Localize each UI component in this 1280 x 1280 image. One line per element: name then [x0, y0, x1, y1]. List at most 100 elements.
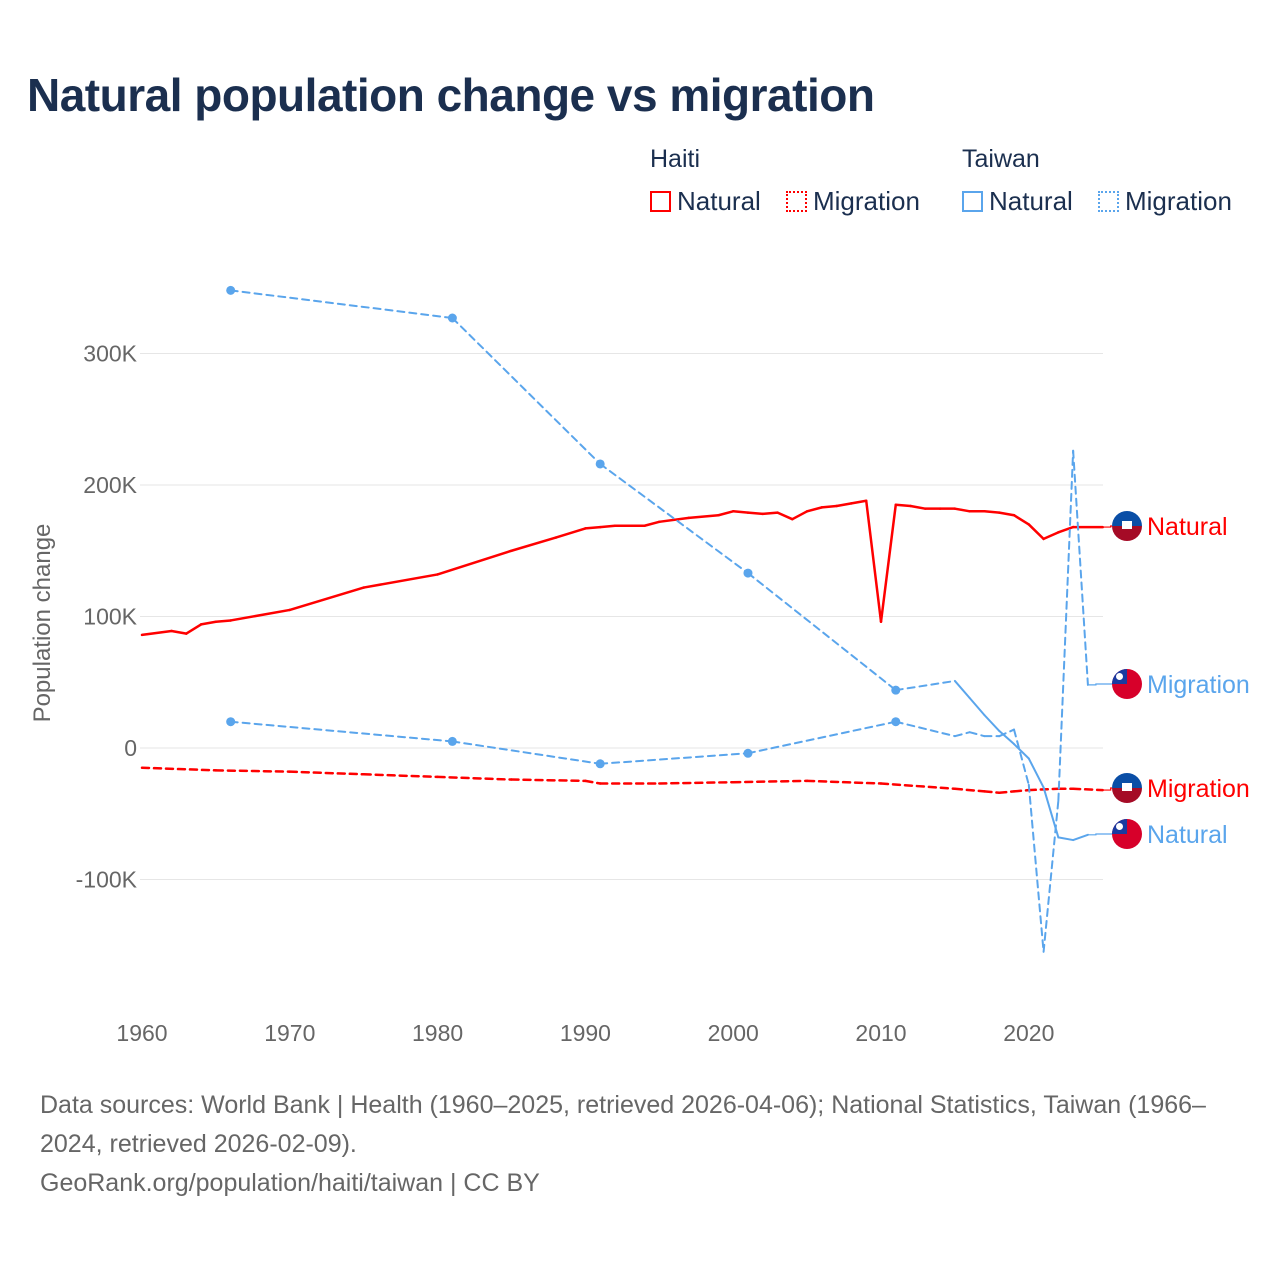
haiti-natural-segment: [199, 620, 218, 626]
footer-link[interactable]: GeoRank.org/population/haiti/taiwan | CC…: [40, 1169, 540, 1197]
haiti-natural-segment: [658, 516, 691, 524]
haiti-natural-segment: [820, 504, 838, 509]
haiti-migration-segment: [1071, 787, 1104, 792]
x-tick-label: 2000: [708, 1020, 759, 1046]
haiti-natural-segment: [214, 619, 232, 624]
taiwan-migration-segment: [1042, 799, 1060, 953]
taiwan-natural-segment: [1013, 743, 1030, 760]
legend-taiwan-migration[interactable]: Migration: [1098, 186, 1232, 217]
haiti-migration-segment: [362, 773, 439, 779]
haiti-natural-segment: [776, 511, 794, 521]
legend-label: Natural: [677, 186, 761, 216]
taiwan-natural-point: [891, 685, 901, 695]
taiwan-migration-segment: [894, 720, 956, 738]
haiti-migration-segment: [140, 766, 218, 772]
haiti-migration-segment: [983, 790, 1001, 794]
haiti-natural-segment: [1057, 525, 1075, 534]
haiti-flag-icon: [1112, 511, 1142, 541]
haiti-natural-segment: [643, 520, 661, 528]
legend-haiti-natural[interactable]: Natural: [650, 186, 761, 217]
y-tick-label: 300K: [83, 341, 137, 367]
haiti-natural-segment: [835, 502, 853, 508]
y-axis-title: Population change: [29, 524, 56, 723]
haiti-natural-segment: [761, 511, 779, 516]
taiwan-natural-point: [595, 459, 605, 469]
x-tick-label: 2020: [1003, 1020, 1054, 1046]
legend-group-haiti: Haiti: [650, 145, 701, 173]
haiti-natural-segment: [1012, 513, 1031, 526]
haiti-natural-segment: [805, 506, 824, 513]
taiwan-migration-segment: [968, 731, 986, 738]
x-tick-label: 1970: [264, 1020, 315, 1046]
taiwan-migration-point: [595, 759, 605, 769]
x-tick-label: 1960: [116, 1020, 167, 1046]
haiti-migration-segment: [658, 780, 735, 785]
haiti-migration-segment: [214, 769, 292, 773]
taiwan-natural-segment: [1057, 836, 1075, 842]
legend-label: Natural: [989, 186, 1073, 216]
haiti-migration-label-connector: [1102, 787, 1112, 791]
taiwan-migration-segment: [451, 740, 602, 765]
taiwan-natural-segment: [983, 714, 1001, 732]
haiti-migration-segment: [510, 778, 587, 783]
haiti-migration-segment: [1012, 788, 1031, 793]
taiwan-migration-segment: [953, 731, 971, 738]
taiwan-migration-label-connector: [1087, 683, 1112, 686]
taiwan-migration-segment: [1072, 449, 1089, 686]
haiti-natural-segment: [140, 629, 173, 637]
haiti-natural-segment: [510, 536, 558, 552]
haiti-natural-segment: [909, 504, 927, 510]
taiwan-migration-segment: [746, 720, 897, 755]
haiti-natural-segment: [362, 573, 439, 589]
haiti-natural-segment: [288, 586, 365, 612]
haiti-natural-segment: [584, 525, 602, 530]
haiti-migration-segment: [436, 775, 513, 781]
haiti-natural-segment: [894, 503, 912, 508]
haiti-natural-segment: [850, 499, 868, 505]
taiwan-natural-segment: [998, 729, 1016, 746]
haiti-natural-segment: [791, 510, 809, 521]
haiti-natural-label-connector: [1102, 525, 1112, 528]
legend-taiwan-natural[interactable]: Natural: [962, 186, 1073, 217]
taiwan-migration-segment: [1013, 728, 1030, 786]
taiwan-migration-segment: [229, 720, 454, 743]
taiwan-migration-segment: [599, 752, 749, 765]
haiti-migration-segment: [584, 779, 602, 785]
haiti-migration-segment: [805, 779, 883, 785]
taiwan-natural-segment: [746, 572, 897, 692]
taiwan-natural-end-label: Natural: [1147, 821, 1228, 849]
taiwan-migration-end-label: Migration: [1147, 671, 1250, 699]
haiti-natural-segment: [229, 608, 292, 622]
taiwan-natural-label-connector: [1087, 833, 1112, 836]
y-tick-label: 200K: [83, 472, 137, 498]
dotted-swatch-icon: [786, 191, 807, 212]
solid-swatch-icon: [650, 191, 671, 212]
taiwan-migration-point: [447, 736, 457, 746]
taiwan-natural-segment: [599, 462, 749, 575]
legend-label: Migration: [813, 186, 920, 216]
haiti-natural-segment: [185, 623, 203, 635]
taiwan-migration-point: [743, 748, 753, 758]
taiwan-natural-segment: [968, 697, 986, 717]
taiwan-natural-point: [743, 568, 753, 578]
taiwan-natural-segment: [451, 316, 602, 465]
haiti-natural-segment: [554, 527, 587, 539]
taiwan-migration-point: [226, 717, 236, 727]
taiwan-migration-point: [891, 717, 901, 727]
haiti-natural-segment: [731, 510, 750, 514]
haiti-natural-segment: [687, 513, 720, 520]
haiti-migration-segment: [288, 770, 365, 776]
taiwan-natural-segment: [229, 289, 454, 319]
haiti-natural-segment: [436, 549, 513, 576]
x-tick-label: 2010: [855, 1020, 906, 1046]
taiwan-migration-segment: [998, 728, 1016, 738]
legend-label: Migration: [1125, 186, 1232, 216]
haiti-natural-segment: [598, 524, 617, 529]
haiti-natural-segment: [983, 510, 1001, 514]
haiti-natural-end-label: Natural: [1147, 513, 1228, 541]
legend-haiti-migration[interactable]: Migration: [786, 186, 920, 217]
taiwan-natural-segment: [1027, 757, 1045, 789]
haiti-natural-segment: [717, 510, 735, 517]
